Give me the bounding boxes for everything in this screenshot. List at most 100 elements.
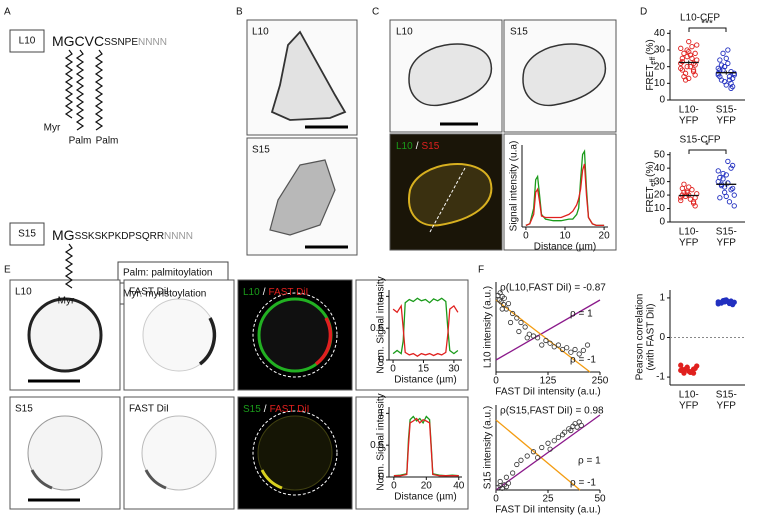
image-label: FAST DiI [129,287,169,298]
text-part: SSKSKPKDPSQRR [75,231,164,242]
data-point [678,45,684,51]
y-axis-label: Norm. Signal intensity [376,393,387,490]
data-point [686,39,692,45]
y-tick-label: 1 [378,408,384,419]
x-tick-label: YFP [679,238,699,249]
data-point [715,168,721,174]
data-point [507,319,514,326]
lipid-chain [75,49,85,131]
annotation: ρ(S15,FAST DiI) = 0.98 [500,406,604,417]
x-axis-label: Distance (µm) [534,242,596,253]
data-point [679,366,685,373]
data-point [717,195,723,201]
cell [408,43,493,107]
x-tick-label: 25 [542,494,554,505]
y-axis-label: (with FAST DiI) [646,303,657,370]
x-axis-label: Distance (µm) [394,375,456,386]
x-tick-label: YFP [717,401,737,412]
y-tick-label: 10 [654,78,666,89]
data-point [731,192,737,198]
data-point [522,324,528,330]
image-label: L10/FAST DiI [243,287,308,298]
x-tick-label: 40 [453,481,465,492]
lipid-label: Palm [69,136,92,147]
significance-bracket [688,149,727,154]
sequence: MGCVCSSNPENNNN [52,33,167,49]
data-point [730,162,736,169]
vesicle-arc [314,317,333,366]
text-part: / [416,141,419,152]
data-point [692,50,698,56]
text-part: L10 [243,287,260,298]
y-tick-label: 0 [378,472,384,483]
data-point [530,333,537,339]
text-part: S15 [421,141,439,152]
data-point [684,64,690,70]
reference-line [495,299,601,361]
y-axis-label: FRETeff (%) [645,161,658,212]
x-tick-label: YFP [717,116,737,127]
plot-frame [355,279,469,391]
data-point [530,449,537,455]
data-point [723,172,729,178]
profile-line [252,410,338,496]
data-point [518,319,524,326]
y-tick-label: 50 [654,149,666,160]
data-point [568,349,574,355]
reference-line [495,419,581,491]
data-point [687,196,693,202]
data-point [725,158,731,165]
sequence: MGSSKSKPKDPSQRRNNNN [52,227,193,243]
significance-bracket [688,27,727,32]
construct-name: L10 [19,36,36,47]
data-point [682,70,689,76]
y-axis-label: S15 intensity (a.u.) [483,406,494,489]
y-tick-label: 10 [654,203,666,214]
data-point [500,301,507,308]
panel-letter: E [4,265,11,276]
data-point [694,42,700,48]
data-point [725,60,731,66]
data-point [681,50,687,56]
data-point [728,165,734,171]
data-point [694,363,700,369]
data-point [510,470,516,476]
significance: * [705,141,709,152]
data-point [689,187,695,193]
text-part: NNNN [138,37,167,48]
data-point [518,457,524,463]
y-tick-label: 40 [654,163,666,174]
data-point [568,427,574,434]
data-point [717,57,723,63]
x-tick-label: YFP [679,401,699,412]
data-point [534,455,541,461]
x-tick-label: 50 [594,494,606,505]
data-point [584,342,591,348]
data-point [686,184,692,190]
significance: *** [701,19,713,30]
x-tick-label: 0 [523,231,529,242]
plot-frame [503,133,617,251]
cell [522,43,607,107]
vesicle-arc [30,469,53,490]
data-point [505,300,512,307]
data-point [547,446,553,452]
plot-title: L10-CFP [680,13,720,24]
name-box [9,222,45,246]
y-axis-label: FRETeff (%) [645,39,658,90]
data-point [718,183,725,189]
profile-line [392,303,459,357]
data-point [728,85,734,91]
data-point [514,461,520,468]
cell [270,30,347,121]
y-tick-label: 0 [659,95,665,106]
y-tick-label: 40 [654,28,666,39]
annotation: ρ(L10,FAST DiI) = -0.87 [500,283,606,294]
text-part: SSNPE [104,37,138,48]
data-point [723,82,729,88]
data-point [499,306,505,312]
data-point [690,67,697,73]
y-tick-label: -1 [656,372,665,383]
vesicle [27,297,103,373]
